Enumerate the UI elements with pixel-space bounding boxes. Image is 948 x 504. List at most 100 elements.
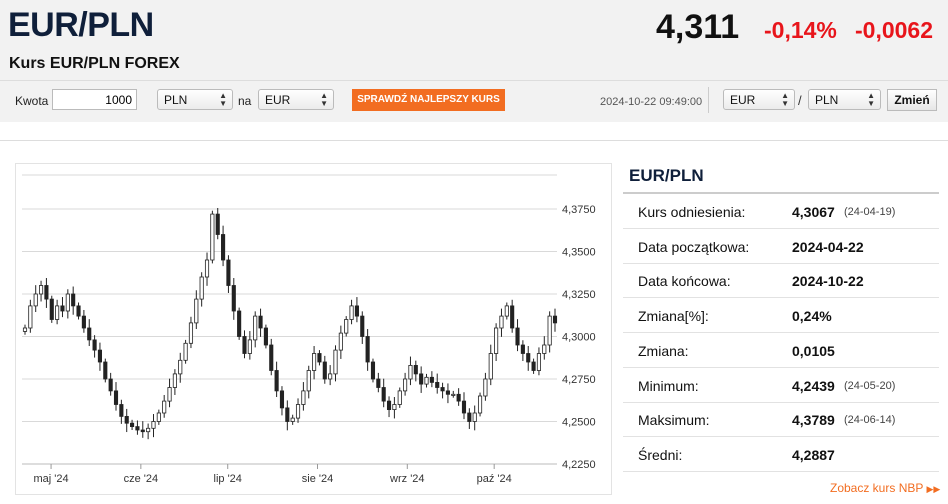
candle-body xyxy=(504,305,509,317)
candle-body xyxy=(456,393,461,402)
stats-row-label: Zmiana[%]: xyxy=(638,308,709,325)
current-price: 4,311 xyxy=(656,8,740,46)
y-tick-label: 4,3500 xyxy=(562,247,596,259)
candle-body xyxy=(242,336,247,354)
candle-body xyxy=(221,234,226,261)
candle-body xyxy=(28,305,33,329)
candle-body xyxy=(130,422,135,428)
candle-body xyxy=(156,412,161,422)
candle-body xyxy=(301,390,306,405)
candle-body xyxy=(263,327,268,346)
stats-row: Data początkowa: 2024-04-22 xyxy=(623,230,939,264)
candle-body xyxy=(274,370,279,392)
nbp-rate-link[interactable]: Zobacz kurs NBP ▶▶ xyxy=(830,481,940,495)
candle-body xyxy=(536,353,541,371)
candle-body xyxy=(172,373,177,388)
stats-row-label: Data początkowa: xyxy=(638,238,750,255)
candle-body xyxy=(33,293,38,307)
candle-body xyxy=(386,400,392,411)
content-panel xyxy=(0,140,948,504)
candle-body xyxy=(65,293,70,312)
candle-body xyxy=(312,353,317,371)
candle-body xyxy=(135,426,140,431)
candle-body xyxy=(424,376,429,385)
stats-row-label: Maksimum: xyxy=(638,412,710,429)
candle-body xyxy=(531,361,536,371)
candle-body xyxy=(370,361,376,380)
pair-to-value: PLN xyxy=(815,93,839,107)
candle-body xyxy=(499,315,504,329)
from-currency-value: PLN xyxy=(164,93,188,107)
check-best-rate-button[interactable]: SPRAWDŹ NAJLEPSZY KURS xyxy=(352,89,505,111)
stats-row-value: 4,2887 xyxy=(792,446,835,463)
stats-row-value: 0,0105 xyxy=(792,342,835,359)
candle-body xyxy=(413,364,418,375)
x-tick-label: maj '24 xyxy=(34,473,69,485)
stats-row-label: Data końcowa: xyxy=(638,273,731,290)
y-tick-label: 4,2750 xyxy=(562,374,596,386)
candle-body xyxy=(542,344,547,354)
candle-body xyxy=(477,395,483,414)
stats-row-value: 4,3067 xyxy=(792,204,835,220)
from-currency-select[interactable]: PLN ▲ ▼ xyxy=(157,89,233,110)
candle-body xyxy=(526,353,531,363)
pair-to-select[interactable]: PLN ▲ ▼ xyxy=(808,89,881,110)
stats-row: Minimum: 4,2439 (24-05-20) xyxy=(623,369,939,403)
candle-body xyxy=(392,404,397,410)
candle-body xyxy=(483,378,488,397)
candle-body xyxy=(44,285,49,300)
amount-input[interactable] xyxy=(52,89,137,110)
stats-row: Maksimum: 4,3789 (24-06-14) xyxy=(623,403,939,438)
stats-row: Zmiana: 0,0105 xyxy=(623,334,939,368)
to-currency-select[interactable]: EUR ▲ ▼ xyxy=(258,89,334,110)
candle-body xyxy=(408,364,413,380)
candle-body xyxy=(419,373,424,385)
stats-row-value: 2024-10-22 xyxy=(792,273,864,290)
candle-body xyxy=(515,327,520,346)
candle-body xyxy=(140,429,145,433)
candle-body xyxy=(231,285,236,312)
candle-body xyxy=(467,412,472,422)
candle-body xyxy=(322,361,327,380)
candle-body xyxy=(87,327,92,341)
change-absolute: -0,0062 xyxy=(855,17,934,43)
candle-body xyxy=(237,310,242,337)
pair-from-select[interactable]: EUR ▲ ▼ xyxy=(723,89,795,110)
candle-body xyxy=(60,305,65,312)
candle-body xyxy=(494,327,499,354)
candle-body xyxy=(188,322,194,344)
y-tick-label: 4,3750 xyxy=(562,204,596,216)
x-tick-label: paź '24 xyxy=(477,473,512,485)
divider xyxy=(0,80,948,81)
candle-body xyxy=(204,259,210,278)
change-pair-button[interactable]: Zmień xyxy=(887,89,937,111)
page-title: EUR/PLN xyxy=(8,6,154,44)
candle-body xyxy=(349,305,354,320)
double-chevron-right-icon: ▶▶ xyxy=(926,484,941,494)
candle-body xyxy=(360,315,365,337)
stats-row-date: (24-04-19) xyxy=(844,206,896,218)
candle-body xyxy=(552,315,558,324)
to-currency-value: EUR xyxy=(265,93,291,107)
stats-title: EUR/PLN xyxy=(629,166,704,185)
divider xyxy=(623,192,939,194)
candle-body xyxy=(199,276,204,300)
candle-body xyxy=(397,390,402,405)
candle-body xyxy=(472,412,477,422)
candle-body xyxy=(279,390,285,409)
candle-body xyxy=(354,305,359,317)
stats-row-value: 4,3789 xyxy=(792,412,835,429)
candle-body xyxy=(376,378,381,388)
candle-body xyxy=(290,417,295,422)
candle-body xyxy=(108,378,113,392)
candle-body xyxy=(119,404,124,417)
candle-body xyxy=(520,344,525,354)
candle-body xyxy=(488,353,493,380)
candle-body xyxy=(146,427,151,433)
amount-label: Kwota xyxy=(15,94,49,108)
stats-row-value: 2024-04-22 xyxy=(792,238,864,255)
stats-row-label: Średni: xyxy=(638,446,683,463)
candle-body xyxy=(151,421,156,429)
y-tick-label: 4,2250 xyxy=(562,459,596,471)
